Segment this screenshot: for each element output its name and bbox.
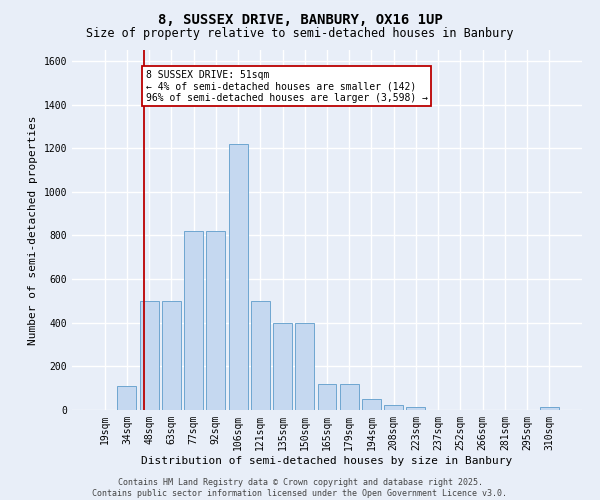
Bar xyxy=(362,399,381,410)
Text: 8 SUSSEX DRIVE: 51sqm
← 4% of semi-detached houses are smaller (142)
96% of semi: 8 SUSSEX DRIVE: 51sqm ← 4% of semi-detac… xyxy=(146,70,428,103)
Bar xyxy=(184,231,203,410)
Bar xyxy=(229,144,248,410)
Bar xyxy=(273,322,292,410)
Bar xyxy=(340,384,359,410)
Bar xyxy=(295,322,314,410)
X-axis label: Distribution of semi-detached houses by size in Banbury: Distribution of semi-detached houses by … xyxy=(142,456,512,466)
Bar xyxy=(118,386,136,410)
Bar xyxy=(317,384,337,410)
Bar xyxy=(140,301,158,410)
Bar xyxy=(540,406,559,410)
Bar xyxy=(406,406,425,410)
Bar xyxy=(384,404,403,410)
Bar xyxy=(206,231,225,410)
Bar xyxy=(251,301,270,410)
Text: 8, SUSSEX DRIVE, BANBURY, OX16 1UP: 8, SUSSEX DRIVE, BANBURY, OX16 1UP xyxy=(158,12,442,26)
Text: Size of property relative to semi-detached houses in Banbury: Size of property relative to semi-detach… xyxy=(86,28,514,40)
Bar xyxy=(162,301,181,410)
Y-axis label: Number of semi-detached properties: Number of semi-detached properties xyxy=(28,116,38,345)
Text: Contains HM Land Registry data © Crown copyright and database right 2025.
Contai: Contains HM Land Registry data © Crown c… xyxy=(92,478,508,498)
